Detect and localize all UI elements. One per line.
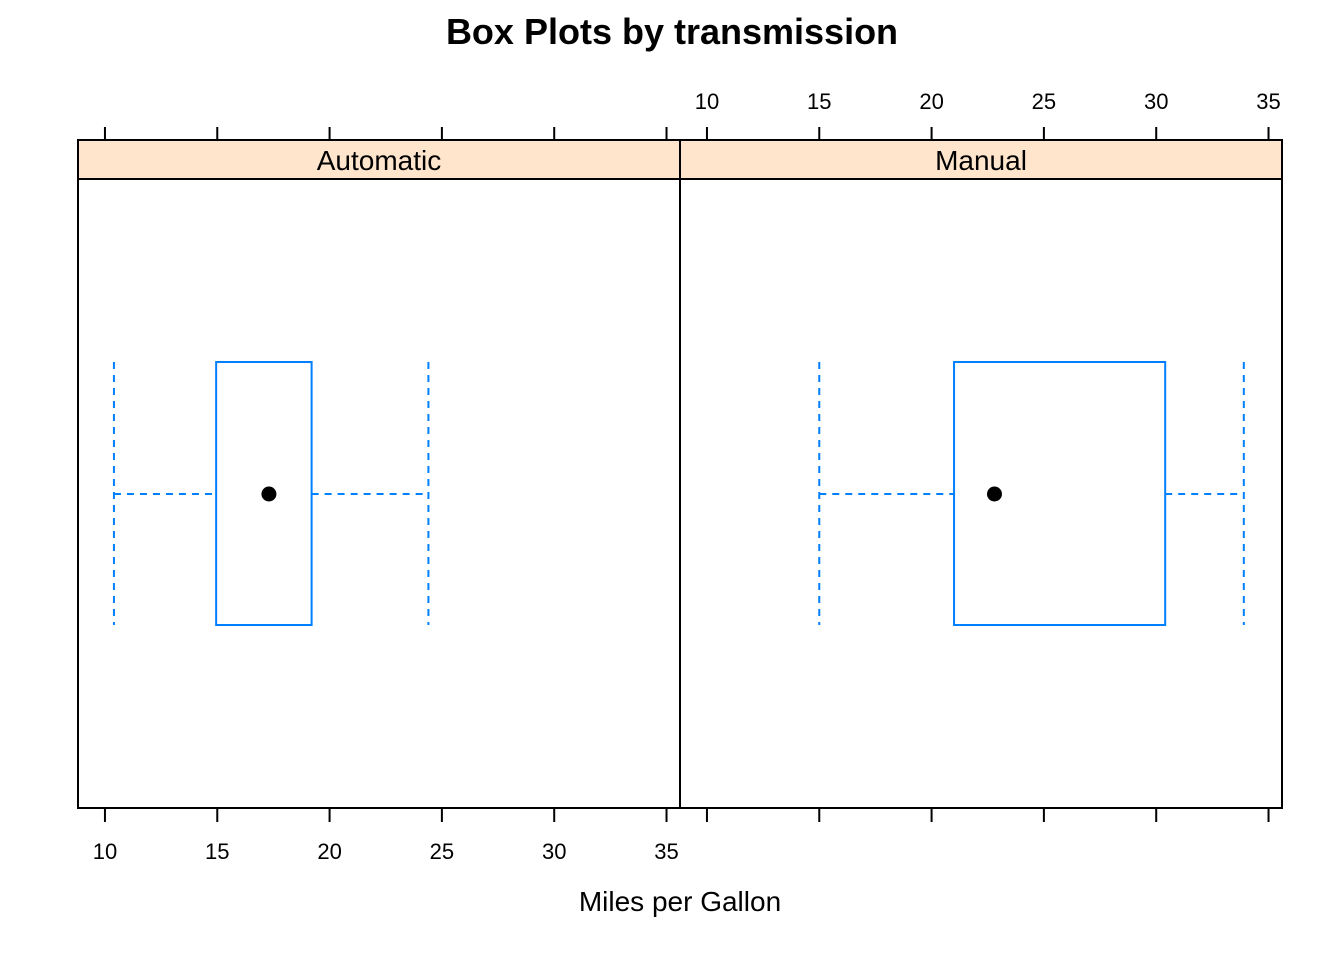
strip-label-automatic: Automatic — [317, 145, 442, 176]
top-tick-label: 25 — [1032, 89, 1056, 114]
strip-automatic — [77, 139, 681, 180]
bottom-tick-label: 30 — [542, 839, 566, 864]
top-tick-label: 30 — [1144, 89, 1168, 114]
strip-manual — [679, 139, 1283, 180]
x-axis-label: Miles per Gallon — [579, 886, 781, 917]
top-tick-label: 15 — [807, 89, 831, 114]
top-tick-label: 10 — [695, 89, 719, 114]
bottom-tick-label: 15 — [205, 839, 229, 864]
top-tick-label: 35 — [1256, 89, 1280, 114]
top-tick-label: 20 — [919, 89, 943, 114]
box-iqr — [953, 361, 1167, 626]
box-iqr — [215, 361, 313, 626]
bottom-tick-label: 10 — [93, 839, 117, 864]
median-dot — [261, 486, 277, 502]
panel-automatic: Automatic 10 15 20 25 30 35 — [77, 127, 681, 864]
chart-title: Box Plots by transmission — [446, 11, 898, 52]
bottom-tick-label: 20 — [317, 839, 341, 864]
bottom-tick-label: 35 — [654, 839, 678, 864]
panel-frame-manual — [679, 178, 1283, 809]
strip-label-manual: Manual — [935, 145, 1027, 176]
panel-manual: Manual 10 15 20 25 30 35 — [679, 89, 1283, 822]
bottom-tick-label: 25 — [430, 839, 454, 864]
panels: Automatic 10 15 20 25 30 35 Manual 10 15 20 25 30 35 — [77, 89, 1283, 864]
median-dot — [986, 486, 1002, 502]
